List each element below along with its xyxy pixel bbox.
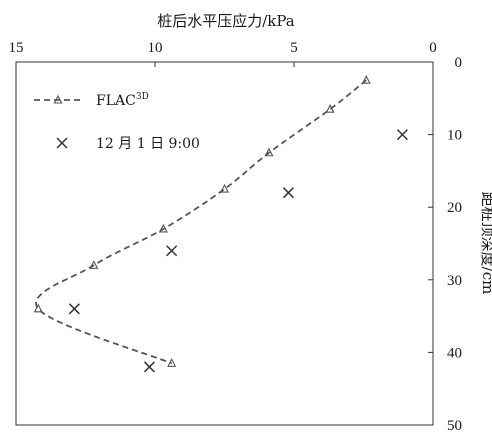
measured-point [396,129,408,141]
flac-point [361,74,371,84]
series-layer [33,74,408,373]
y-tick-label: 20 [447,200,462,216]
flac-point [167,358,177,367]
y-tick-label: 10 [447,128,462,144]
cross-stroke [396,129,408,141]
plot-frame [15,61,434,426]
flac-point [219,183,230,193]
flac-curve [35,79,367,365]
x-tick-label: 10 [148,40,163,56]
x-axis-label: 桩后水平压应力/kPa [157,12,295,30]
x-tick-label: 5 [290,40,298,56]
measured-point [68,303,80,315]
legend-label-flac3d: FLAC3D [96,92,149,109]
y-tick-label: 0 [455,55,463,71]
legend-triangle [53,94,63,104]
y-axis-label: 距桩顶深度/cm [479,192,492,295]
x-tick-label: 0 [429,40,437,56]
cross-stroke [282,187,294,199]
flac-point [89,260,99,269]
flac-point [325,103,335,113]
legend: FLAC3D 12 月 1 日 9:00 [34,92,200,152]
y-tick-label: 30 [447,273,462,289]
measured-point [143,361,155,373]
cross-stroke [56,137,68,149]
legend-label-sup: 3D [136,92,149,102]
legend-label-measured: 12 月 1 日 9:00 [96,136,200,152]
cross-stroke [143,361,155,373]
flac-point [158,223,168,233]
measured-point [56,137,68,149]
measured-point [166,245,178,257]
cross-stroke [166,245,178,257]
flac-point [33,303,43,313]
series-measured [68,129,408,373]
series-flac3d [33,74,371,367]
y-tick-label: 50 [447,418,462,434]
x-axis-ticks: 15 10 5 0 [9,40,437,67]
flac-point [264,147,274,157]
legend-entry-measured: 12 月 1 日 9:00 [56,136,200,152]
cross-stroke [68,303,80,315]
legend-entry-flac3d: FLAC3D [34,92,149,109]
y-axis-ticks: 0 10 20 30 40 50 [428,55,462,434]
y-tick-label: 40 [447,345,462,361]
measured-point [282,187,294,199]
x-tick-label: 15 [9,40,24,56]
